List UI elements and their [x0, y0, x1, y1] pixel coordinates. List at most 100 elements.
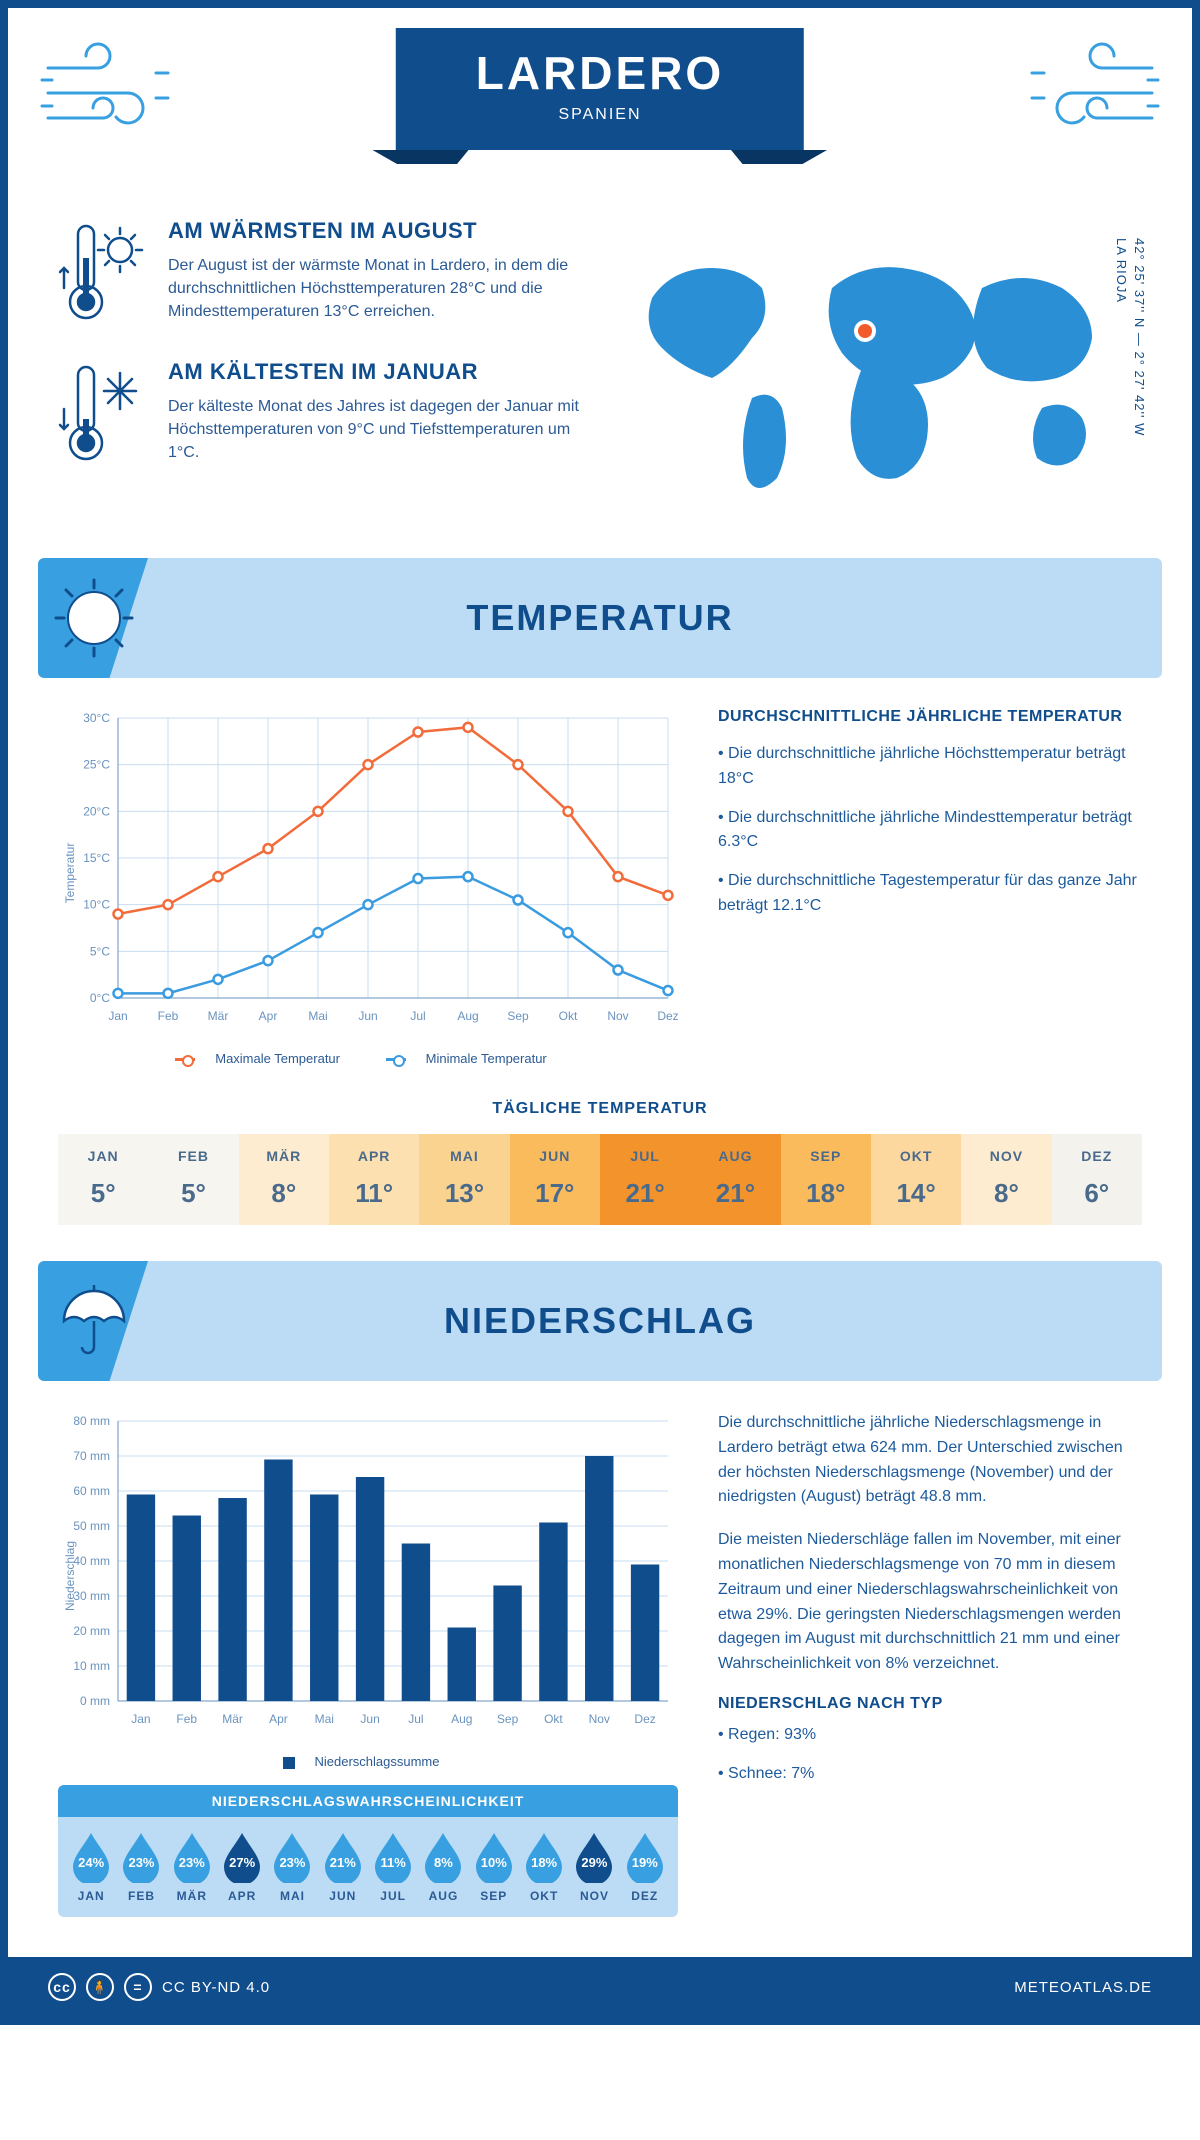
svg-text:Feb: Feb: [158, 1009, 179, 1023]
coldest-block: AM KÄLTESTEN IM JANUAR Der kälteste Mona…: [58, 359, 582, 474]
daily-temp-cell: JAN5°: [58, 1134, 148, 1225]
daily-temp-cell: JUL21°: [600, 1134, 690, 1225]
daily-temp-cell: AUG21°: [690, 1134, 780, 1225]
precip-prob-cell: 8%AUG: [418, 1829, 468, 1903]
svg-text:Feb: Feb: [176, 1712, 197, 1726]
svg-text:Okt: Okt: [559, 1009, 578, 1023]
raindrop-icon: 23%: [270, 1829, 314, 1883]
temperature-summary-text: DURCHSCHNITTLICHE JÄHRLICHE TEMPERATUR D…: [718, 708, 1142, 1066]
daily-temp-cell: MÄR8°: [239, 1134, 329, 1225]
raindrop-icon: 18%: [522, 1829, 566, 1883]
section-banner-precip: NIEDERSCHLAG: [38, 1261, 1162, 1381]
svg-text:Dez: Dez: [634, 1712, 655, 1726]
svg-text:Aug: Aug: [457, 1009, 478, 1023]
svg-text:25°C: 25°C: [83, 758, 110, 772]
precip-prob-cell: 23%MÄR: [167, 1829, 217, 1903]
svg-text:Okt: Okt: [544, 1712, 563, 1726]
precip-legend: Niederschlagssumme: [58, 1754, 678, 1769]
page-subtitle: SPANIEN: [476, 106, 724, 124]
svg-text:10 mm: 10 mm: [73, 1659, 110, 1673]
daily-temp-cell: MAI13°: [419, 1134, 509, 1225]
site-name: METEOATLAS.DE: [1014, 1979, 1152, 1996]
precip-prob-cell: 19%DEZ: [620, 1829, 670, 1903]
svg-text:Sep: Sep: [507, 1009, 529, 1023]
raindrop-icon: 27%: [220, 1829, 264, 1883]
svg-text:Mär: Mär: [222, 1712, 243, 1726]
temperature-line-chart: 0°C5°C10°C15°C20°C25°C30°CJanFebMärAprMa…: [58, 708, 678, 1066]
svg-text:Jun: Jun: [358, 1009, 377, 1023]
svg-text:Dez: Dez: [657, 1009, 678, 1023]
raindrop-icon: 10%: [472, 1829, 516, 1883]
map-marker: [858, 324, 872, 338]
precip-bar-chart: 0 mm10 mm20 mm30 mm40 mm50 mm60 mm70 mm8…: [58, 1411, 678, 1769]
daily-temp-cell: SEP18°: [781, 1134, 871, 1225]
svg-text:40 mm: 40 mm: [73, 1554, 110, 1568]
svg-text:Aug: Aug: [451, 1712, 472, 1726]
svg-text:Apr: Apr: [259, 1009, 278, 1023]
precip-summary-text: Die durchschnittliche jährliche Niedersc…: [718, 1411, 1142, 1917]
precip-probability-panel: NIEDERSCHLAGSWAHRSCHEINLICHKEIT 24%JAN23…: [58, 1785, 678, 1917]
umbrella-icon: [52, 1279, 136, 1363]
svg-text:20 mm: 20 mm: [73, 1624, 110, 1638]
title-ribbon: LARDERO SPANIEN: [396, 28, 804, 150]
temp-legend: Maximale Temperatur Minimale Temperatur: [58, 1051, 678, 1066]
section-title: TEMPERATUR: [38, 597, 1162, 639]
svg-text:30°C: 30°C: [83, 711, 110, 725]
license: cc 🧍 = CC BY-ND 4.0: [48, 1973, 270, 2001]
daily-temp-strip: JAN5°FEB5°MÄR8°APR11°MAI13°JUN17°JUL21°A…: [58, 1134, 1142, 1225]
svg-text:Jun: Jun: [360, 1712, 379, 1726]
warmest-block: AM WÄRMSTEN IM AUGUST Der August ist der…: [58, 218, 582, 333]
svg-text:Nov: Nov: [607, 1009, 628, 1023]
raindrop-icon: 29%: [572, 1829, 616, 1883]
svg-text:50 mm: 50 mm: [73, 1519, 110, 1533]
svg-text:Jul: Jul: [410, 1009, 425, 1023]
precip-prob-cell: 24%JAN: [66, 1829, 116, 1903]
daily-temp-title: TÄGLICHE TEMPERATUR: [8, 1100, 1192, 1118]
raindrop-icon: 11%: [371, 1829, 415, 1883]
footer: cc 🧍 = CC BY-ND 4.0 METEOATLAS.DE: [8, 1957, 1192, 2017]
svg-text:Mai: Mai: [308, 1009, 327, 1023]
svg-text:30 mm: 30 mm: [73, 1589, 110, 1603]
raindrop-icon: 19%: [623, 1829, 667, 1883]
by-icon: 🧍: [86, 1973, 114, 2001]
section-title: NIEDERSCHLAG: [38, 1300, 1162, 1342]
svg-text:60 mm: 60 mm: [73, 1484, 110, 1498]
daily-temp-cell: DEZ6°: [1052, 1134, 1142, 1225]
svg-text:Mär: Mär: [208, 1009, 229, 1023]
precip-prob-cell: 18%OKT: [519, 1829, 569, 1903]
precip-prob-cell: 27%APR: [217, 1829, 267, 1903]
svg-text:Jan: Jan: [108, 1009, 127, 1023]
world-map: 42° 25' 37'' N — 2° 27' 42'' WLA RIOJA: [622, 218, 1142, 518]
raindrop-icon: 23%: [170, 1829, 214, 1883]
coldest-heading: AM KÄLTESTEN IM JANUAR: [168, 359, 582, 385]
precip-prob-cell: 11%JUL: [368, 1829, 418, 1903]
warmest-heading: AM WÄRMSTEN IM AUGUST: [168, 218, 582, 244]
daily-temp-cell: JUN17°: [510, 1134, 600, 1225]
svg-text:0°C: 0°C: [90, 991, 110, 1005]
svg-text:20°C: 20°C: [83, 804, 110, 818]
thermometer-hot-icon: [58, 218, 148, 333]
precip-prob-cell: 21%JUN: [318, 1829, 368, 1903]
daily-temp-cell: APR11°: [329, 1134, 419, 1225]
raindrop-icon: 23%: [119, 1829, 163, 1883]
page-title: LARDERO: [476, 46, 724, 100]
svg-text:0 mm: 0 mm: [80, 1694, 110, 1708]
svg-text:Sep: Sep: [497, 1712, 519, 1726]
nd-icon: =: [124, 1973, 152, 2001]
section-banner-temperature: TEMPERATUR: [38, 558, 1162, 678]
svg-text:10°C: 10°C: [83, 898, 110, 912]
svg-text:Jul: Jul: [408, 1712, 423, 1726]
wind-icon: [38, 38, 178, 158]
cc-icon: cc: [48, 1973, 76, 2001]
precip-prob-cell: 29%NOV: [569, 1829, 619, 1903]
svg-text:5°C: 5°C: [90, 944, 110, 958]
summary-row: AM WÄRMSTEN IM AUGUST Der August ist der…: [8, 208, 1192, 548]
svg-text:Mai: Mai: [315, 1712, 334, 1726]
coldest-text: Der kälteste Monat des Jahres ist dagege…: [168, 395, 582, 465]
daily-temp-cell: FEB5°: [148, 1134, 238, 1225]
raindrop-icon: 24%: [69, 1829, 113, 1883]
header: LARDERO SPANIEN: [8, 8, 1192, 208]
svg-text:Apr: Apr: [269, 1712, 288, 1726]
raindrop-icon: 21%: [321, 1829, 365, 1883]
daily-temp-cell: NOV8°: [961, 1134, 1051, 1225]
